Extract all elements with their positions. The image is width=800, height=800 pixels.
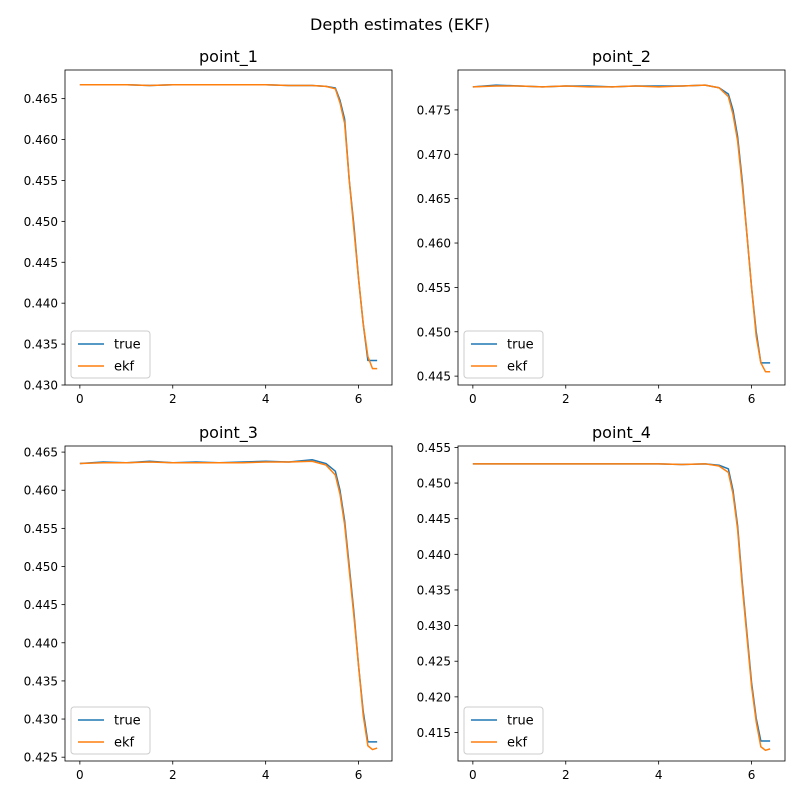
subplot-3: point_3 0 2 4 6 0.425 0.430 0.435 0.440 0.445 0.45…	[24, 423, 393, 782]
x-tick-label: 2	[562, 392, 570, 406]
legend-label-ekf: ekf	[114, 360, 135, 375]
figure-suptitle: Depth estimates (EKF)	[310, 15, 490, 34]
series-line-ekf	[79, 83, 378, 370]
subplot-title: point_4	[592, 423, 651, 443]
x-tick-label: 2	[562, 768, 570, 782]
x-tick-label: 0	[76, 392, 84, 406]
x-tick-label: 2	[169, 392, 177, 406]
legend: true ekf	[463, 706, 544, 755]
y-tick-label: 0.435	[24, 674, 58, 688]
axes-frame	[64, 445, 393, 762]
y-tick-label: 0.445	[24, 256, 58, 270]
y-tick-label: 0.415	[417, 726, 451, 740]
axes-frame	[457, 445, 786, 762]
series-line-ekf	[79, 460, 378, 751]
y-tick-label: 0.425	[417, 655, 451, 669]
x-tick-label: 4	[262, 768, 270, 782]
subplot-title: point_3	[199, 423, 258, 443]
y-tick-label: 0.420	[417, 690, 451, 704]
x-tick-label: 0	[469, 392, 477, 406]
y-tick-label: 0.470	[417, 148, 451, 162]
legend-label-true: true	[114, 338, 141, 353]
axes-frame	[64, 69, 393, 386]
legend-label-ekf: ekf	[114, 736, 135, 751]
subplot-4: point_4 0 2 4 6 0.415 0.420 0.425 0.430 0.435 0.44…	[417, 423, 786, 782]
x-tick-label: 0	[76, 768, 84, 782]
legend-label-ekf: ekf	[507, 736, 528, 751]
subplot-2: point_2 0 2 4 6 0.445 0.450 0.455 0.460 0.465 0.47…	[417, 47, 786, 406]
x-tick-label: 6	[355, 392, 363, 406]
series-group	[79, 458, 378, 751]
y-tick-label: 0.430	[24, 713, 58, 727]
subplot-title: point_1	[199, 47, 258, 67]
axes-frame	[457, 69, 786, 386]
y-tick-label: 0.460	[417, 237, 451, 251]
legend-label-true: true	[507, 714, 534, 729]
y-tick-label: 0.465	[417, 192, 451, 206]
y-tick-label: 0.450	[417, 325, 451, 339]
y-tick-label: 0.435	[24, 338, 58, 352]
legend-label-ekf: ekf	[507, 360, 528, 375]
y-tick-label: 0.455	[24, 174, 58, 188]
subplot-title: point_2	[592, 47, 651, 67]
y-tick-label: 0.450	[417, 477, 451, 491]
legend: true ekf	[70, 330, 151, 379]
y-tick-label: 0.460	[24, 133, 58, 147]
x-tick-label: 0	[469, 768, 477, 782]
y-tick-label: 0.465	[24, 446, 58, 460]
y-tick-label: 0.455	[24, 522, 58, 536]
y-tick-label: 0.450	[24, 560, 58, 574]
legend: true ekf	[463, 330, 544, 379]
series-group	[79, 83, 378, 370]
legend: true ekf	[70, 706, 151, 755]
y-tick-label: 0.445	[417, 512, 451, 526]
y-tick-label: 0.430	[417, 619, 451, 633]
x-tick-label: 2	[169, 768, 177, 782]
y-tick-label: 0.440	[24, 297, 58, 311]
legend-label-true: true	[114, 714, 141, 729]
x-tick-label: 4	[655, 768, 663, 782]
series-group	[472, 463, 771, 752]
x-tick-label: 6	[748, 392, 756, 406]
series-line-ekf	[472, 463, 771, 752]
y-tick-label: 0.425	[24, 751, 58, 765]
subplot-grid: point_1 0 2 4 6 0.430 0.435 0.440 0.445 0.450 0.45…	[24, 47, 786, 782]
legend-label-true: true	[507, 338, 534, 353]
series-line-ekf	[472, 84, 771, 373]
y-tick-label: 0.465	[24, 92, 58, 106]
y-tick-label: 0.435	[417, 583, 451, 597]
x-tick-label: 4	[655, 392, 663, 406]
y-tick-label: 0.440	[24, 636, 58, 650]
y-tick-label: 0.445	[417, 370, 451, 384]
subplot-1: point_1 0 2 4 6 0.430 0.435 0.440 0.445 0.450 0.45…	[24, 47, 393, 406]
y-tick-label: 0.455	[417, 281, 451, 295]
x-tick-label: 6	[355, 768, 363, 782]
y-tick-label: 0.445	[24, 598, 58, 612]
series-group	[472, 84, 771, 373]
x-tick-label: 6	[748, 768, 756, 782]
y-tick-label: 0.450	[24, 215, 58, 229]
y-tick-label: 0.455	[417, 441, 451, 455]
y-tick-label: 0.430	[24, 379, 58, 393]
y-tick-label: 0.475	[417, 103, 451, 117]
y-tick-label: 0.440	[417, 548, 451, 562]
x-tick-label: 4	[262, 392, 270, 406]
y-tick-label: 0.460	[24, 484, 58, 498]
